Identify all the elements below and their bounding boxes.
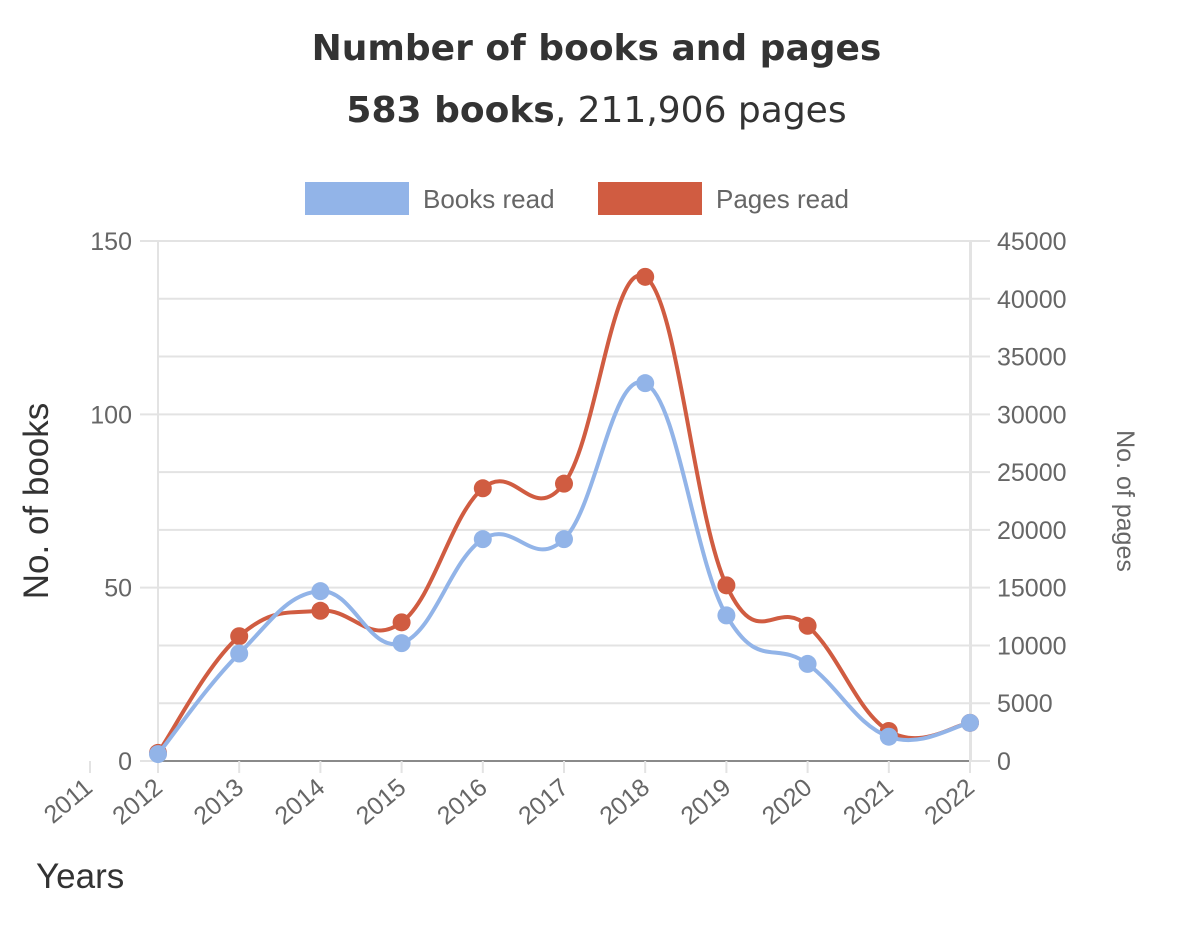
books-read-point <box>555 530 573 549</box>
pages-read-point <box>798 616 817 635</box>
pages-read-point <box>392 613 411 632</box>
y-left-tick-label: 150 <box>90 228 132 256</box>
y-right-tick-label: 0 <box>997 748 1011 776</box>
books-read-point <box>798 654 817 673</box>
y-right-axis-title: No. of pages <box>1111 430 1139 572</box>
subtitle-pages-count: 211,906 pages <box>577 90 847 131</box>
chart-title: Number of books and pages <box>311 28 882 69</box>
books-read-point <box>392 634 411 653</box>
legend-label: Pages read <box>716 184 849 214</box>
y-right-tick-label: 10000 <box>997 632 1067 660</box>
books-read-point <box>473 530 492 549</box>
y-right-tick-label: 40000 <box>997 286 1067 314</box>
books-read-point <box>311 582 330 601</box>
pages-read-point <box>717 576 736 595</box>
x-tick-label: 2016 <box>432 773 493 830</box>
books-read-point <box>961 713 979 732</box>
x-tick-label: 2021 <box>838 773 899 830</box>
x-axis-title: Years <box>36 857 124 896</box>
x-tick-label: 2012 <box>107 773 168 830</box>
pages-read-point <box>636 267 655 286</box>
pages-read-line <box>156 273 971 755</box>
y-right-tick-label: 45000 <box>997 228 1067 256</box>
books-read-point <box>879 727 898 746</box>
y-right-tick-label: 15000 <box>997 575 1067 603</box>
books-read-point <box>717 606 736 625</box>
y-right-tick-label: 5000 <box>997 690 1053 718</box>
legend-swatch <box>305 182 409 215</box>
x-tick-label: 2011 <box>39 773 98 829</box>
y-left-axis-title: No. of books <box>17 403 56 600</box>
x-tick-label: 2020 <box>757 773 818 830</box>
x-tick-label: 2015 <box>351 773 412 830</box>
x-tick-label: 2014 <box>270 773 331 830</box>
chart-subtitle: 583 books, 211,906 pages <box>0 90 1193 131</box>
subtitle-separator: , <box>554 90 567 131</box>
pages-read-point <box>230 627 249 646</box>
subtitle-books-count: 583 books <box>346 90 555 131</box>
books-read-point <box>149 745 167 764</box>
pages-read-point <box>555 474 573 493</box>
y-right-tick-label: 30000 <box>997 401 1067 429</box>
y-right-tick-label: 35000 <box>997 344 1067 372</box>
y-left-tick-label: 100 <box>90 401 132 429</box>
x-tick-label: 2018 <box>594 773 655 830</box>
x-tick-label: 2022 <box>919 773 980 830</box>
y-left-tick-label: 50 <box>104 575 132 603</box>
x-tick-label: 2013 <box>188 773 249 830</box>
y-left-tick-label: 0 <box>118 748 132 776</box>
y-right-tick-label: 25000 <box>997 459 1067 487</box>
books-read-point <box>230 644 249 663</box>
legend-swatch <box>598 182 702 215</box>
legend-label: Books read <box>423 184 555 214</box>
pages-read-point <box>311 601 330 620</box>
y-right-tick-label: 20000 <box>997 517 1067 545</box>
x-tick-label: 2019 <box>676 773 737 830</box>
books-read-point <box>636 374 655 393</box>
pages-read-point <box>473 479 492 498</box>
x-tick-label: 2017 <box>513 773 574 830</box>
books-read-line <box>156 380 971 756</box>
